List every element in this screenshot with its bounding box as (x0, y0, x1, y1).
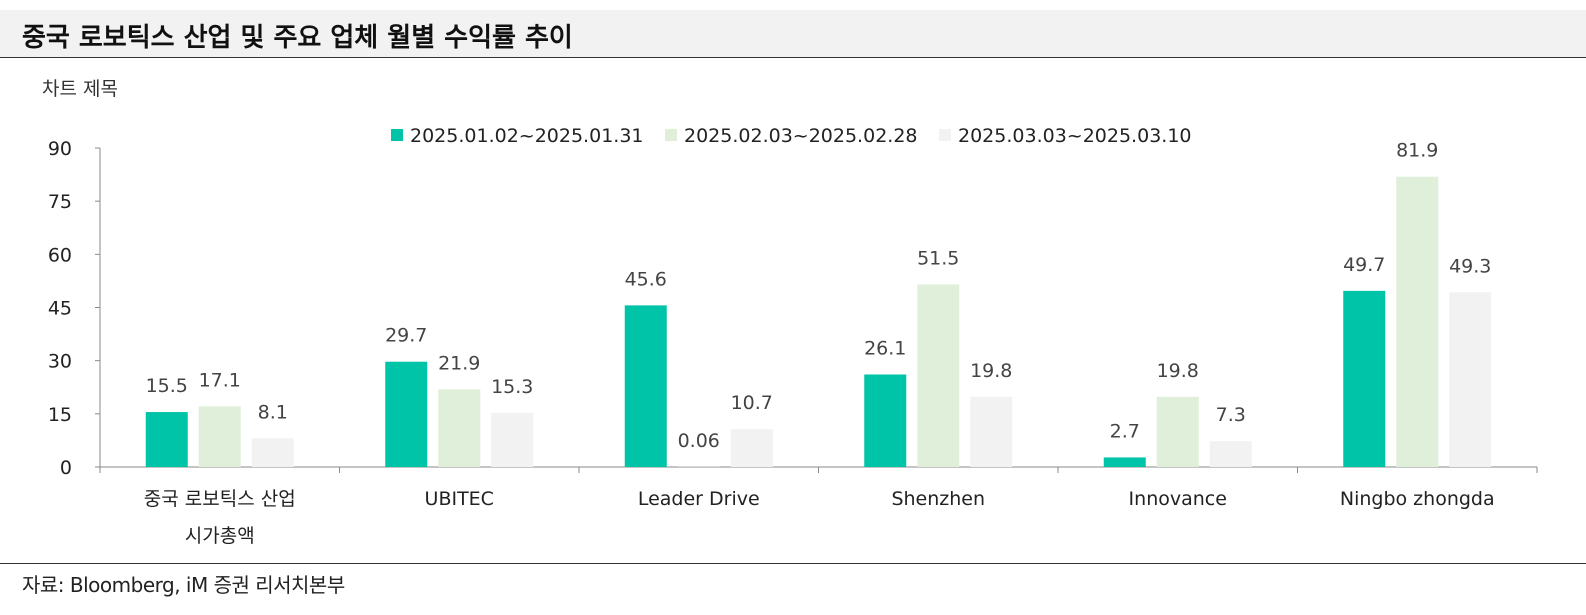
x-tick-label: Innovance (1129, 488, 1227, 510)
bar (1396, 176, 1439, 467)
data-label: 15.3 (491, 376, 533, 398)
x-tick-label: Shenzhen (891, 488, 985, 510)
bar (917, 284, 960, 467)
source-note: 자료: Bloomberg, iM 증권 리서치본부 (22, 573, 345, 597)
data-label: 17.1 (199, 369, 241, 391)
data-label: 2.7 (1110, 420, 1140, 442)
y-tick-label: 30 (48, 351, 72, 373)
legend-label: 2025.02.03~2025.02.28 (684, 125, 918, 147)
data-label: 29.7 (385, 325, 427, 347)
chart-title: 차트 제목 (42, 78, 118, 100)
data-label: 45.6 (625, 268, 667, 290)
data-label: 26.1 (864, 337, 906, 359)
data-label: 15.5 (146, 375, 188, 397)
x-tick-label: 시가총액 (185, 525, 255, 547)
bar (145, 412, 188, 467)
data-label: 19.8 (970, 360, 1012, 382)
y-tick-label: 75 (48, 191, 72, 213)
bar (730, 429, 773, 467)
y-tick-label: 45 (48, 298, 72, 320)
bar (1156, 396, 1199, 467)
y-tick-label: 90 (48, 138, 72, 160)
header-bar: 중국 로보틱스 산업 및 주요 업체 월별 수익률 추이 (0, 10, 1586, 58)
bar (1209, 441, 1252, 467)
bar (624, 305, 667, 467)
page-title: 중국 로보틱스 산업 및 주요 업체 월별 수익률 추이 (22, 23, 573, 53)
data-label: 0.06 (678, 430, 720, 452)
legend-label: 2025.03.03~2025.03.10 (958, 125, 1192, 147)
data-label: 8.1 (258, 401, 288, 423)
y-tick-label: 60 (48, 244, 72, 266)
data-label: 81.9 (1396, 140, 1438, 162)
data-label: 7.3 (1216, 404, 1246, 426)
data-label: 19.8 (1157, 360, 1199, 382)
bar (438, 389, 481, 467)
x-tick-label: UBITEC (425, 488, 494, 510)
x-tick-label: Ningbo zhongda (1340, 488, 1495, 510)
legend-swatch (391, 129, 403, 141)
footer-divider (0, 563, 1586, 564)
bar (1449, 292, 1492, 467)
legend-swatch (939, 129, 951, 141)
legend-swatch (665, 129, 677, 141)
y-tick-label: 0 (60, 457, 72, 479)
data-label: 49.7 (1343, 254, 1385, 276)
bar (198, 406, 241, 467)
bar (385, 361, 428, 467)
bar (864, 374, 907, 467)
data-label: 10.7 (731, 392, 773, 414)
bar (970, 396, 1013, 467)
bar (251, 438, 294, 467)
legend-label: 2025.01.02~2025.01.31 (410, 125, 644, 147)
bar (1103, 457, 1146, 467)
y-tick-label: 15 (48, 404, 72, 426)
data-label: 21.9 (438, 352, 480, 374)
bar (1343, 290, 1386, 467)
x-tick-label: 중국 로보틱스 산업 (144, 488, 296, 510)
bar (491, 412, 534, 467)
data-label: 51.5 (917, 247, 959, 269)
x-tick-label: Leader Drive (638, 488, 760, 510)
data-label: 49.3 (1449, 255, 1491, 277)
